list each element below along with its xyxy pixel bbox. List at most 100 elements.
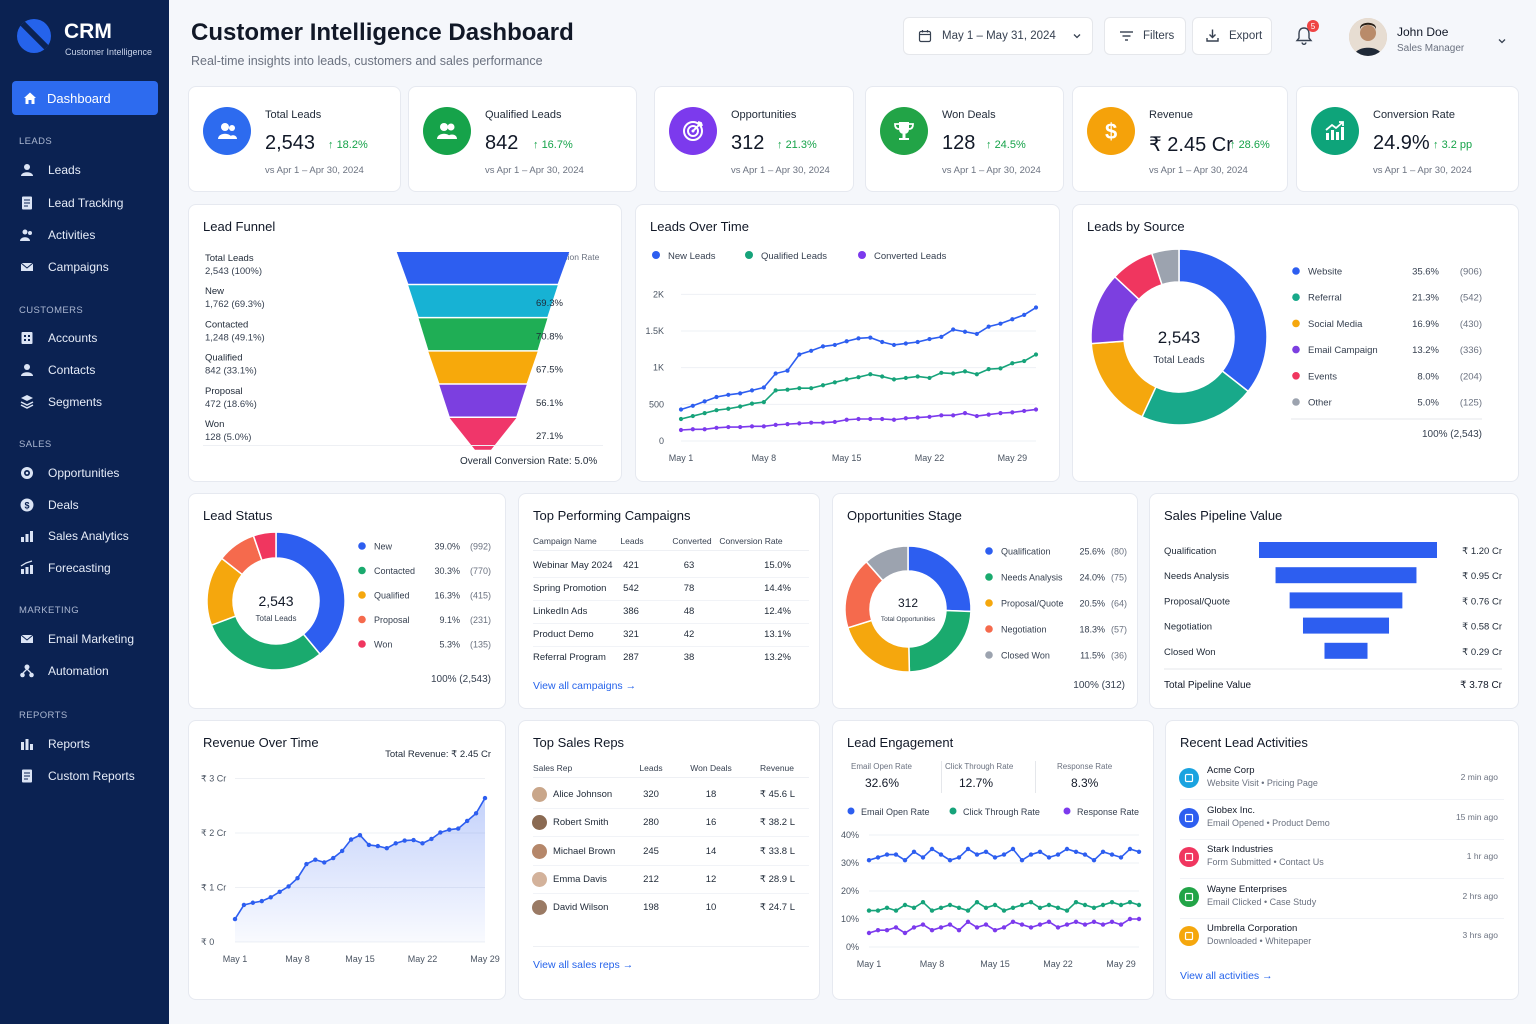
data-point[interactable] (1118, 922, 1124, 927)
data-point[interactable] (875, 928, 881, 933)
data-point[interactable] (348, 837, 354, 842)
data-point[interactable] (974, 900, 980, 905)
data-point[interactable] (844, 377, 849, 382)
data-point[interactable] (456, 826, 461, 831)
data-point[interactable] (1046, 902, 1052, 908)
data-point[interactable] (1064, 908, 1070, 913)
data-point[interactable] (974, 331, 979, 337)
data-point[interactable] (1136, 902, 1142, 908)
data-point[interactable] (844, 417, 849, 422)
donut-slice[interactable] (1090, 340, 1157, 418)
data-point[interactable] (866, 858, 872, 863)
filters-button[interactable]: Filters (1104, 17, 1186, 55)
data-point[interactable] (1091, 858, 1097, 863)
data-point[interactable] (947, 902, 953, 908)
data-point[interactable] (1109, 852, 1115, 857)
data-point[interactable] (891, 417, 897, 422)
user-menu-chevron-icon[interactable] (1497, 33, 1507, 51)
data-point[interactable] (1010, 410, 1015, 415)
activity-item[interactable]: Acme Corp Website Visit • Pricing Page 2 m… (1166, 765, 1518, 797)
data-point[interactable] (366, 842, 372, 848)
data-point[interactable] (992, 902, 998, 908)
data-point[interactable] (992, 855, 998, 860)
funnel-stage[interactable] (418, 318, 548, 351)
view-all-campaigns-link[interactable]: View all campaigns → (533, 680, 637, 692)
data-point[interactable] (797, 386, 802, 391)
data-point[interactable] (832, 419, 837, 425)
data-point[interactable] (962, 411, 968, 416)
data-point[interactable] (714, 394, 719, 400)
data-point[interactable] (891, 377, 897, 382)
data-point[interactable] (1073, 900, 1079, 905)
data-point[interactable] (1010, 317, 1015, 322)
data-point[interactable] (866, 908, 872, 913)
data-point[interactable] (738, 424, 743, 430)
data-point[interactable] (1037, 922, 1043, 927)
activity-item[interactable]: Stark Industries Form Submitted • Contact… (1166, 844, 1518, 876)
data-point[interactable] (690, 427, 695, 432)
data-point[interactable] (250, 900, 256, 905)
data-point[interactable] (856, 375, 861, 380)
table-row[interactable]: Webinar May 2024 421 63 15.0% (519, 560, 819, 580)
funnel-stage[interactable] (439, 384, 527, 417)
data-point[interactable] (893, 908, 899, 913)
user-avatar[interactable] (1349, 18, 1387, 56)
data-point[interactable] (911, 905, 917, 910)
data-point[interactable] (339, 848, 345, 854)
donut-slice[interactable] (865, 545, 909, 582)
data-point[interactable] (920, 900, 926, 905)
data-point[interactable] (411, 837, 416, 843)
data-point[interactable] (915, 415, 920, 420)
data-point[interactable] (1046, 855, 1052, 860)
data-point[interactable] (690, 413, 695, 419)
data-point[interactable] (429, 836, 434, 842)
table-row[interactable]: Emma Davis 212 12 ₹ 28.9 L (519, 871, 819, 894)
data-point[interactable] (986, 412, 991, 417)
data-point[interactable] (690, 403, 695, 408)
data-point[interactable] (875, 855, 881, 860)
data-point[interactable] (1019, 922, 1025, 927)
data-point[interactable] (974, 372, 979, 377)
data-point[interactable] (773, 388, 778, 393)
data-point[interactable] (1010, 361, 1015, 366)
data-point[interactable] (938, 852, 944, 857)
data-point[interactable] (893, 925, 899, 930)
data-point[interactable] (375, 843, 381, 849)
data-point[interactable] (702, 411, 707, 416)
export-button[interactable]: Export (1192, 17, 1272, 55)
data-point[interactable] (884, 905, 890, 910)
data-point[interactable] (773, 422, 778, 427)
data-point[interactable] (884, 852, 890, 857)
data-point[interactable] (902, 930, 908, 936)
data-point[interactable] (714, 408, 719, 413)
data-point[interactable] (903, 341, 908, 346)
sidebar-item-leads[interactable]: Leads (19, 159, 159, 181)
view-all-activities-link[interactable]: View all activities → (1180, 970, 1273, 982)
data-point[interactable] (702, 427, 707, 432)
data-point[interactable] (832, 342, 837, 348)
data-point[interactable] (702, 399, 707, 404)
data-point[interactable] (927, 336, 932, 342)
sidebar-item-automation[interactable]: Automation (19, 660, 159, 682)
sidebar-item-lead-tracking[interactable]: Lead Tracking (19, 192, 159, 214)
data-point[interactable] (322, 860, 327, 865)
data-point[interactable] (761, 400, 766, 405)
data-point[interactable] (974, 852, 980, 857)
date-range-picker[interactable]: May 1 – May 31, 2024 (903, 17, 1093, 55)
data-point[interactable] (951, 413, 956, 418)
data-point[interactable] (974, 413, 979, 419)
sidebar-item-dashboard[interactable]: Dashboard (12, 81, 158, 115)
data-point[interactable] (232, 916, 238, 922)
data-point[interactable] (1118, 855, 1124, 860)
data-point[interactable] (1028, 900, 1034, 905)
data-point[interactable] (738, 391, 743, 396)
data-point[interactable] (1055, 905, 1061, 910)
kpi-card-total-leads[interactable]: Total Leads 2,543 ↑ 18.2% vs Apr 1 – Apr 30… (188, 86, 401, 192)
data-point[interactable] (983, 922, 989, 927)
data-point[interactable] (1127, 846, 1133, 852)
data-point[interactable] (915, 339, 920, 345)
donut-slice[interactable] (1141, 369, 1250, 426)
funnel-stage[interactable] (449, 418, 517, 450)
data-point[interactable] (1028, 852, 1034, 857)
data-point[interactable] (1100, 849, 1106, 854)
